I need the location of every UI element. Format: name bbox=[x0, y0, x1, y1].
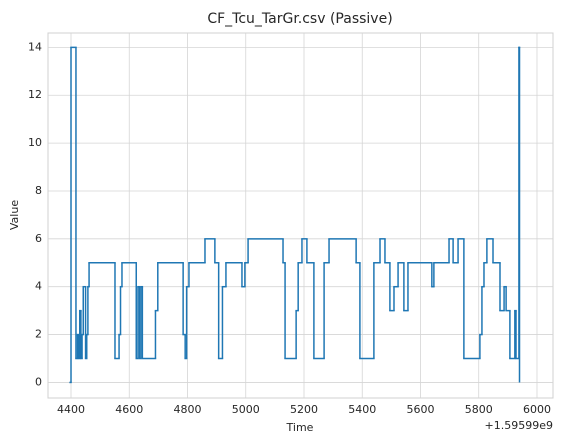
y-tick-label: 0 bbox=[35, 375, 42, 388]
plot-area bbox=[47, 32, 554, 399]
x-tick-label: 4400 bbox=[57, 403, 85, 416]
y-tick-label: 6 bbox=[35, 232, 42, 245]
x-tick-label: 6000 bbox=[523, 403, 551, 416]
y-tick-label: 14 bbox=[28, 40, 42, 53]
x-axis-label: Time bbox=[286, 421, 314, 434]
x-tick-label: 5800 bbox=[465, 403, 493, 416]
y-tick-label: 10 bbox=[28, 136, 42, 149]
x-tick-label: 4600 bbox=[115, 403, 143, 416]
chart-title: CF_Tcu_TarGr.csv (Passive) bbox=[207, 11, 392, 27]
x-tick-label: 5400 bbox=[348, 403, 376, 416]
x-tick-label: 5000 bbox=[232, 403, 260, 416]
y-tick-label: 8 bbox=[35, 184, 42, 197]
x-tick-label: 4800 bbox=[174, 403, 202, 416]
y-axis-label: Value bbox=[8, 200, 21, 230]
y-tick-label: 2 bbox=[35, 328, 42, 341]
x-tick-label: 5200 bbox=[290, 403, 318, 416]
y-tick-label: 4 bbox=[35, 280, 42, 293]
x-offset-label: +1.59599e9 bbox=[485, 419, 553, 432]
x-tick-label: 5600 bbox=[406, 403, 434, 416]
y-tick-label: 12 bbox=[28, 88, 42, 101]
